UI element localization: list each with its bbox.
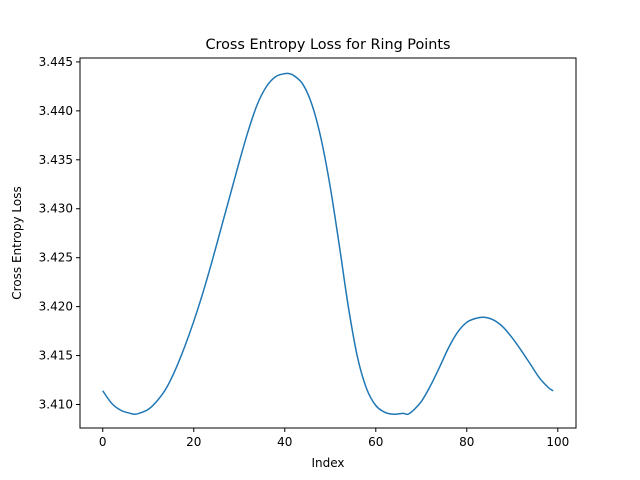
y-tick-label: 3.410 [39,398,73,412]
y-tick-label: 3.425 [39,251,73,265]
series-line [102,72,554,416]
y-tick-label: 3.420 [39,300,73,314]
x-axis: 0 20 40 60 80 100 [99,428,569,449]
plot-frame [79,57,577,429]
x-tick-label: 40 [277,435,292,449]
x-tick-label: 0 [99,435,107,449]
x-tick-label: 20 [186,435,201,449]
x-axis-title: Index [311,456,344,470]
y-tick-label: 3.445 [39,55,73,69]
x-tick-label: 80 [459,435,474,449]
y-tick-label: 3.415 [39,349,73,363]
y-axis: 3.410 3.415 3.420 3.425 3.430 3.435 3.440 3.445 [39,55,80,412]
x-tick-label: 100 [546,435,569,449]
plot-area [102,72,554,416]
y-tick-label: 3.440 [39,104,73,118]
x-tick-label: 60 [368,435,383,449]
y-tick-label: 3.430 [39,202,73,216]
y-tick-label: 3.435 [39,153,73,167]
y-axis-title: Cross Entropy Loss [10,186,24,299]
chart-title: Cross Entropy Loss for Ring Points [205,37,450,53]
